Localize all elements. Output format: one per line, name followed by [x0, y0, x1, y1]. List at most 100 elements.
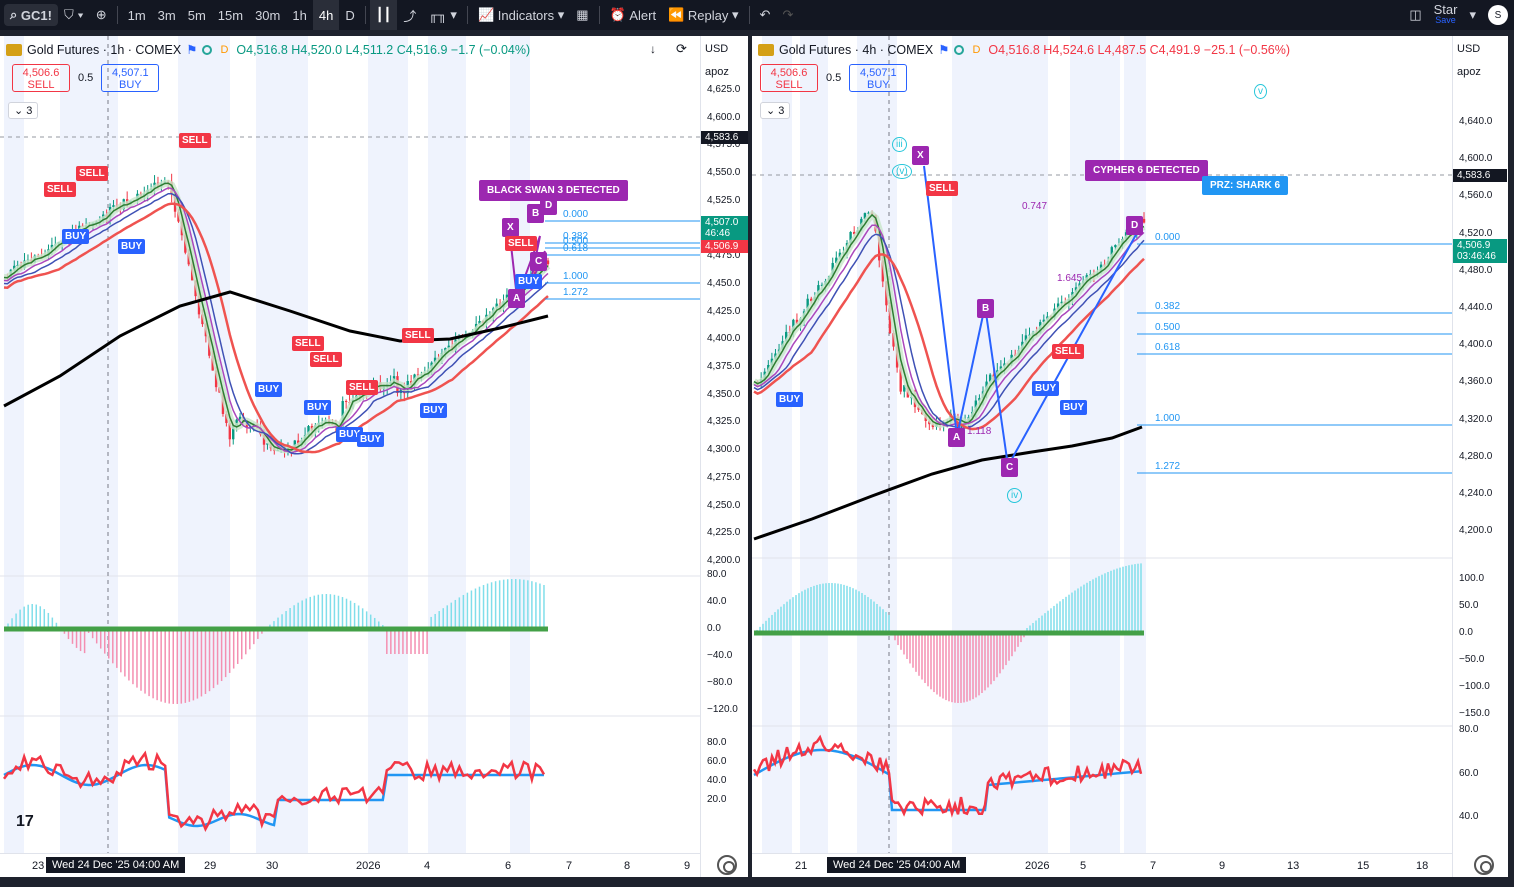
indicators-toggle[interactable]: ⌄ 3: [8, 102, 39, 119]
symbol-search[interactable]: ⌕ GC1!: [4, 4, 58, 26]
ma-red: [753, 253, 1145, 431]
osc-tick: 50.0: [1459, 600, 1479, 611]
indicators-button[interactable]: 📈 Indicators ▾: [477, 7, 565, 23]
price-tick: 4,250.0: [707, 499, 741, 511]
xabcd-point-X: X: [912, 146, 929, 165]
ma-200: [753, 425, 1143, 541]
flag-icon[interactable]: ⚑: [186, 43, 198, 57]
candle-body: [478, 321, 481, 324]
candle-body: [863, 213, 867, 219]
price-tick: 4,360.0: [1459, 376, 1493, 388]
right-price-scale[interactable]: USD apoz 4,640.0 4,600.0 4,560.0 4,520.0 4,4…: [1452, 36, 1507, 877]
price-tick: 4,525.0: [707, 194, 741, 206]
buy-button[interactable]: 4,507.1 BUY: [849, 64, 908, 92]
left-chart-pane[interactable]: Gold Futures · 1h · COMEX ⚑ D O4,516.8 H…: [0, 36, 748, 877]
add-symbol-icon[interactable]: ⊕: [95, 7, 107, 22]
left-chart-title[interactable]: Gold Futures · 1h · COMEX: [27, 42, 182, 57]
interval-4h[interactable]: 4h: [312, 0, 340, 30]
price-tick: 4,400.0: [1459, 339, 1493, 351]
candle-body: [214, 370, 218, 388]
session-band: [1124, 36, 1146, 853]
price-tick: 4,560.0: [1459, 190, 1493, 202]
indicators-toggle[interactable]: ⌄ 3: [760, 102, 791, 119]
left-price-scale[interactable]: USD apoz 4,625.0 4,600.0 4,575.0 4,550.0 4,5…: [700, 36, 748, 877]
osc-tick: −80.0: [707, 677, 733, 688]
fib-label-4: 1.000: [563, 271, 589, 282]
price-tick: 4,440.0: [1459, 302, 1493, 313]
alert-button[interactable]: ⏰ Alert: [609, 7, 657, 23]
xabcd-point-D: D: [540, 196, 558, 215]
price-tick: 4,600.0: [707, 111, 741, 123]
time-tick: 8: [624, 860, 631, 872]
interval-d[interactable]: D: [345, 7, 355, 23]
apoz-label[interactable]: apoz: [1457, 66, 1481, 78]
interval-30m[interactable]: 30m: [255, 7, 281, 23]
avatar[interactable]: S: [1482, 0, 1514, 30]
delayed-badge: D: [972, 43, 981, 56]
save-button[interactable]: Star Save: [1433, 2, 1458, 25]
search-icon: ⌕: [10, 7, 21, 22]
sell-button[interactable]: 4,506.6 SELL: [12, 64, 70, 92]
interval-3m[interactable]: 3m: [157, 7, 176, 23]
layout-panel-icon[interactable]: ◫: [1409, 7, 1422, 22]
candle-body: [903, 385, 906, 392]
gold-coin-icon: [6, 43, 22, 56]
rsi-tick: 40.0: [707, 775, 727, 786]
price-tick: 4,640.0: [1459, 116, 1493, 127]
compare-icon[interactable]: ⤴: [403, 8, 417, 24]
interval-1m[interactable]: 1m: [127, 7, 146, 23]
time-tick: 5: [1080, 860, 1087, 872]
flag-icon[interactable]: ⚑: [938, 43, 950, 57]
right-chart-pane[interactable]: Gold Futures · 4h · COMEX ⚑ D O4,516.8 H…: [752, 36, 1508, 877]
right-chart-title[interactable]: Gold Futures · 4h · COMEX: [779, 42, 934, 57]
time-crosshair-label: Wed 24 Dec '25 04:00 AM: [46, 857, 186, 873]
candle-body: [197, 296, 201, 315]
session-band: [178, 36, 230, 853]
sell-button[interactable]: 4,506.6 SELL: [760, 64, 818, 92]
ratio-label-0: 0.747: [1022, 201, 1048, 212]
layouts-icon[interactable]: ▦: [576, 7, 589, 22]
candle-body: [999, 366, 1003, 371]
apoz-label[interactable]: apoz: [705, 66, 729, 78]
candle-body: [177, 211, 180, 222]
candle-body: [1142, 218, 1146, 223]
interval-15m[interactable]: 15m: [217, 7, 244, 23]
currency-label[interactable]: USD: [705, 43, 729, 55]
candle-body: [416, 374, 420, 376]
settings-gear-icon[interactable]: [717, 855, 737, 875]
time-tick: 23: [32, 860, 45, 872]
price-tick: 4,600.0: [1459, 153, 1493, 165]
currency-label[interactable]: USD: [1457, 43, 1481, 55]
sell-signal: SELL: [179, 133, 211, 148]
candle-body: [201, 314, 204, 325]
session-band: [510, 36, 530, 853]
settings-gear-icon[interactable]: [1474, 855, 1494, 875]
candles-icon[interactable]: ┃┃: [369, 0, 398, 30]
candle-body: [988, 374, 992, 382]
last-price: 4,507.0: [705, 217, 739, 228]
flag-icon[interactable]: ⛉ ▾: [63, 7, 84, 22]
right-time-scale[interactable]: 21 2026 5 7 9 13 15 18 Wed 24 Dec '25 04:00 AM: [752, 853, 1452, 877]
candle-body: [1042, 319, 1046, 323]
chart-type-icon[interactable]: ╓╖ ▾: [428, 7, 457, 22]
redo-icon[interactable]: ↷: [782, 7, 794, 22]
undo-icon[interactable]: ↶: [759, 7, 771, 22]
interval-1h[interactable]: 1h: [292, 7, 307, 23]
price-tick: 4,200.0: [1459, 525, 1493, 537]
buy-button[interactable]: 4,507.1 BUY: [101, 64, 160, 92]
save-menu-icon[interactable]: ▾: [1469, 7, 1476, 22]
left-ohlc: O4,516.8 H4,520.0 L4,511.2 C4,516.9 −1.7…: [236, 42, 531, 57]
left-time-scale[interactable]: 23 29 30 2026 4 6 7 8 9 Wed 24 Dec '25 04:00 AM: [0, 853, 700, 877]
interval-5m[interactable]: 5m: [187, 7, 206, 23]
time-tick: 4: [424, 860, 431, 872]
last-price-badge: 4,506.9 03:46:46: [1453, 239, 1507, 263]
sell-signal: SELL: [292, 336, 324, 351]
left-chart-canvas[interactable]: [0, 36, 748, 877]
price-tick: 4,200.0: [707, 554, 741, 566]
maximize-icon[interactable]: ⟳: [676, 41, 687, 56]
ma-blue: [753, 233, 1145, 430]
replay-button[interactable]: ⏪ Replay ▾: [668, 7, 739, 23]
left-trade-panel: 4,506.6 SELL 0.5 4,507.1 BUY: [12, 64, 160, 92]
collapse-icon[interactable]: ↓: [650, 42, 656, 56]
osc-tick: 100.0: [1459, 573, 1485, 584]
